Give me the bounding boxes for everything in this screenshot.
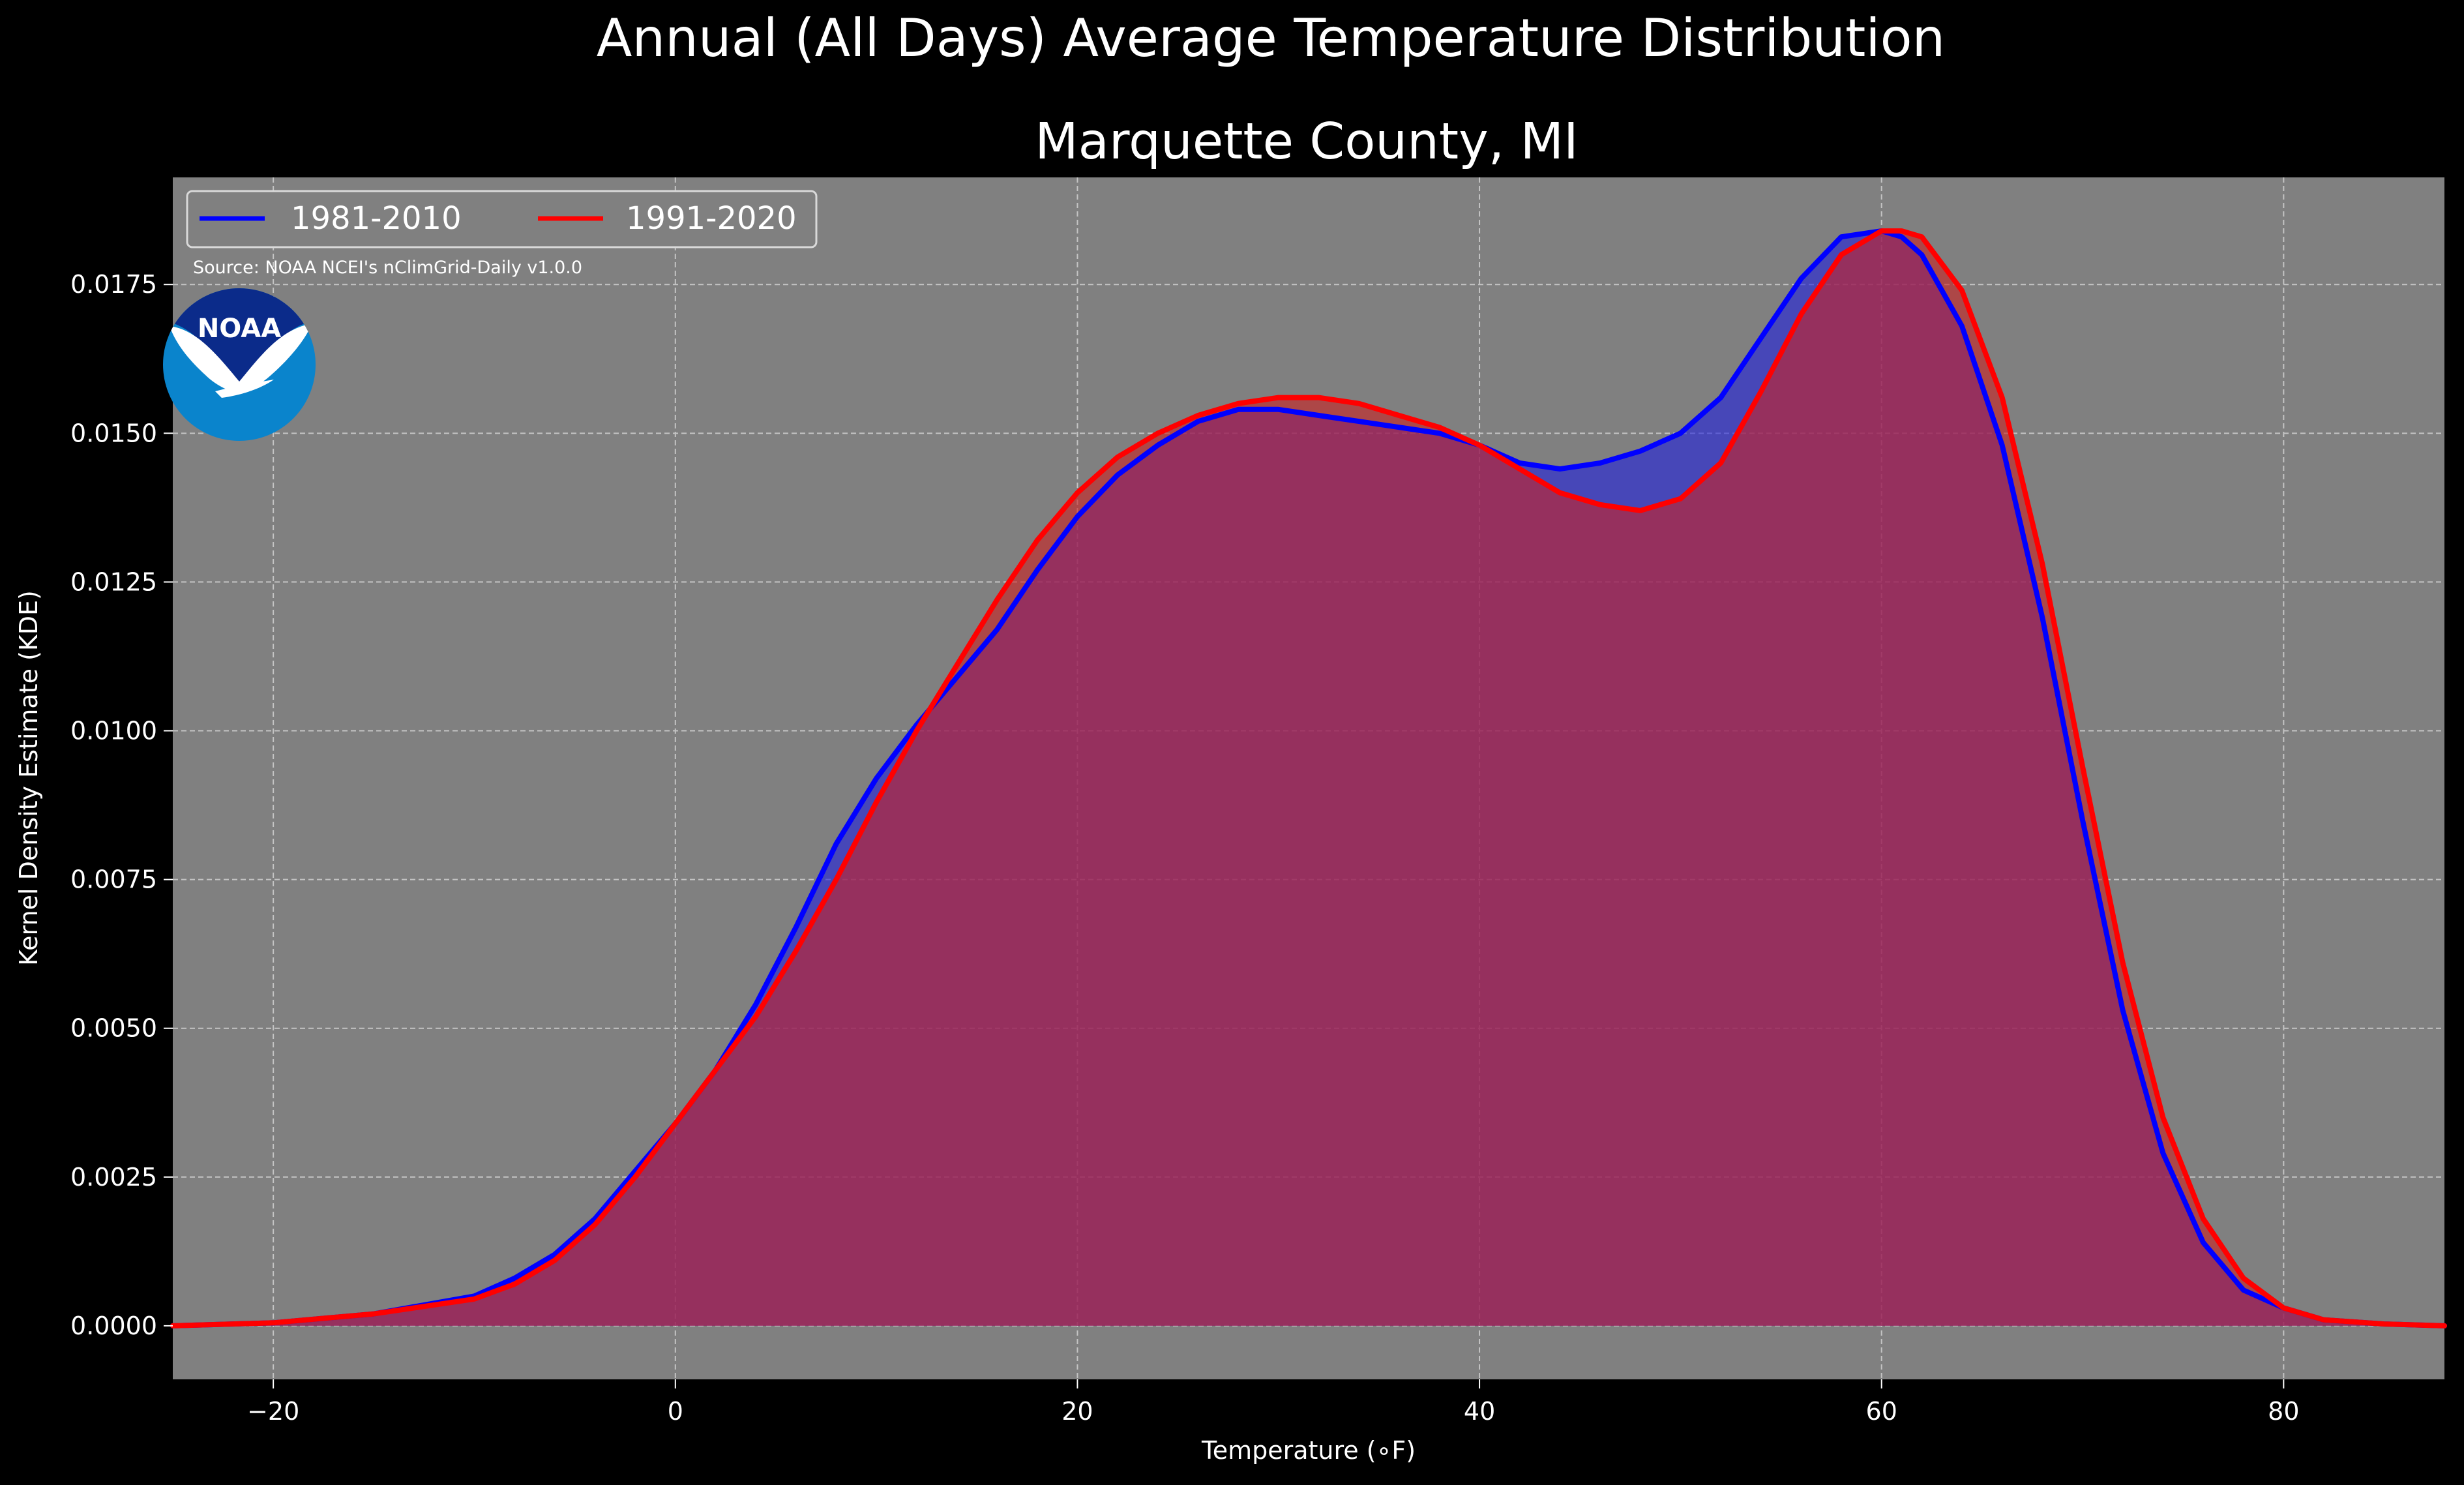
y-tick-label: 0.0125 [70, 567, 157, 596]
series-fills [173, 231, 2444, 1326]
noaa-logo-text: NOAA [198, 314, 281, 344]
y-tick-label: 0.0000 [70, 1312, 157, 1340]
series-line-1991-2020 [170, 228, 2447, 1328]
noaa-logo-wing [215, 380, 274, 398]
chart-suptitle: Annual (All Days) Average Temperature Di… [597, 8, 1945, 68]
y-tick-label: 0.0175 [70, 270, 157, 299]
legend-label-1991-2020: 1991-2020 [626, 200, 797, 237]
legend-label-1981-2010: 1981-2010 [291, 200, 462, 237]
y-tick-label: 0.0100 [70, 717, 157, 745]
noaa-logo-bird [170, 323, 312, 393]
series-lines [170, 228, 2447, 1328]
x-tick-label: 20 [1061, 1397, 1093, 1426]
y-tick-label: 0.0025 [70, 1163, 157, 1192]
noaa-logo: NOAA [163, 288, 316, 441]
x-tick-label: 60 [1866, 1397, 1897, 1426]
y-axis: 0.0000 0.0025 0.0050 0.0075 0.0100 0.0125 0.01… [70, 270, 173, 1340]
x-tick-label: 0 [668, 1397, 683, 1426]
x-tick-label: −20 [247, 1397, 299, 1426]
x-tick-label: 40 [1464, 1397, 1495, 1426]
y-tick-label: 0.0150 [70, 419, 157, 447]
x-tick-label: 80 [2268, 1397, 2299, 1426]
y-tick-label: 0.0050 [70, 1014, 157, 1043]
source-note: Source: NOAA NCEI's nClimGrid-Daily v1.0… [193, 258, 582, 278]
y-axis-label: Kernel Density Estimate (KDE) [14, 590, 43, 966]
legend: 1981-2010 1991-2020 [186, 190, 818, 248]
area-fill-1991-2020 [173, 231, 2444, 1326]
legend-frame [186, 190, 818, 248]
x-axis-label: Temperature (∘F) [1201, 1436, 1416, 1465]
noaa-logo-top [163, 288, 316, 388]
x-axis: −20 0 20 40 60 80 [247, 1379, 2300, 1426]
y-tick-label: 0.0075 [70, 865, 157, 894]
chart-title: Marquette County, MI [1035, 113, 1579, 171]
